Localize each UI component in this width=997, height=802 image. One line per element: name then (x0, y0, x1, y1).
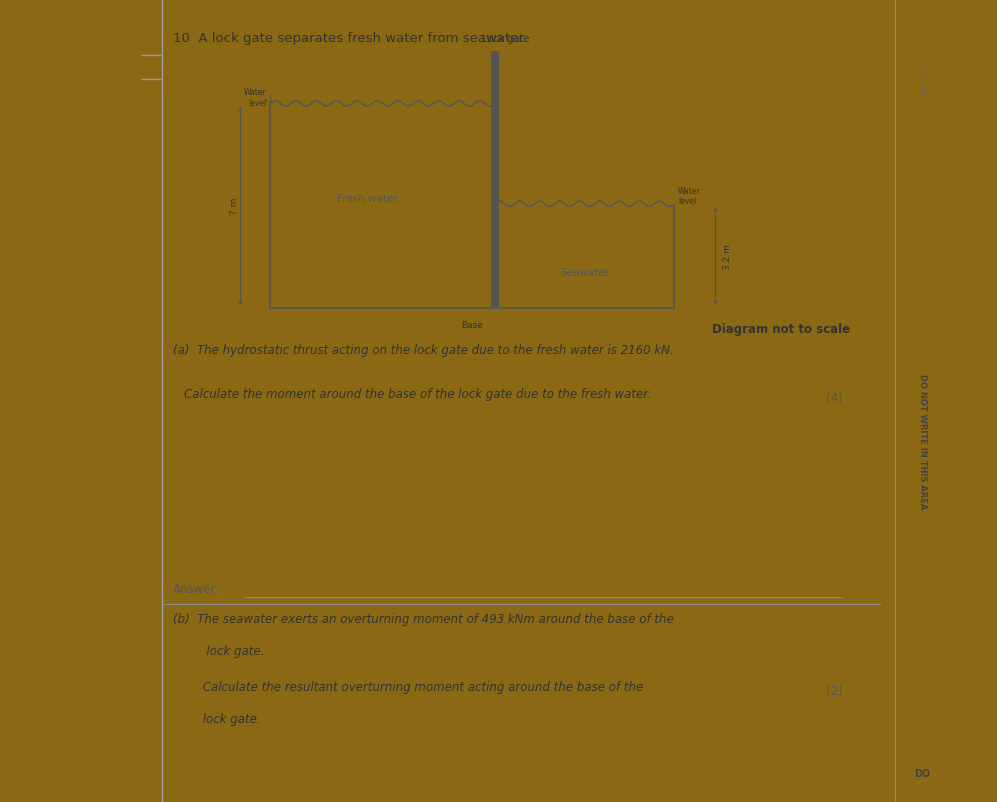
Text: Seawater: Seawater (560, 268, 609, 277)
Text: 7 m: 7 m (230, 198, 239, 215)
Text: Lock gate: Lock gate (483, 34, 529, 44)
Text: (b)  The seawater exerts an overturning moment of 493 kNm around the base of the: (b) The seawater exerts an overturning m… (173, 612, 674, 625)
Text: Calculate the resultant overturning moment acting around the base of the: Calculate the resultant overturning mome… (184, 680, 644, 693)
Text: Base: Base (462, 321, 484, 330)
Text: 1993 AREA: 1993 AREA (920, 64, 925, 99)
Text: DO: DO (914, 768, 930, 778)
Text: 3.2 m: 3.2 m (723, 244, 732, 269)
Text: Water
level: Water level (678, 187, 701, 206)
Bar (491, 52, 498, 309)
Text: lock gate.: lock gate. (184, 712, 261, 725)
Text: lock gate.: lock gate. (184, 644, 265, 657)
Text: Fresh water: Fresh water (337, 193, 398, 204)
Text: 10  A lock gate separates fresh water from seawater.: 10 A lock gate separates fresh water fro… (173, 32, 527, 45)
Text: (4): (4) (826, 391, 842, 404)
Text: DO NOT WRITE IN THIS AREA: DO NOT WRITE IN THIS AREA (918, 374, 927, 508)
Text: (2): (2) (826, 684, 842, 697)
Text: Water
level: Water level (244, 88, 266, 107)
Text: Answer:: Answer: (173, 582, 220, 595)
Text: Calculate the moment around the base of the lock gate due to the fresh water.: Calculate the moment around the base of … (184, 387, 651, 400)
Text: Diagram not to scale: Diagram not to scale (712, 322, 849, 335)
Text: (a)  The hydrostatic thrust acting on the lock gate due to the fresh water is 21: (a) The hydrostatic thrust acting on the… (173, 343, 674, 356)
